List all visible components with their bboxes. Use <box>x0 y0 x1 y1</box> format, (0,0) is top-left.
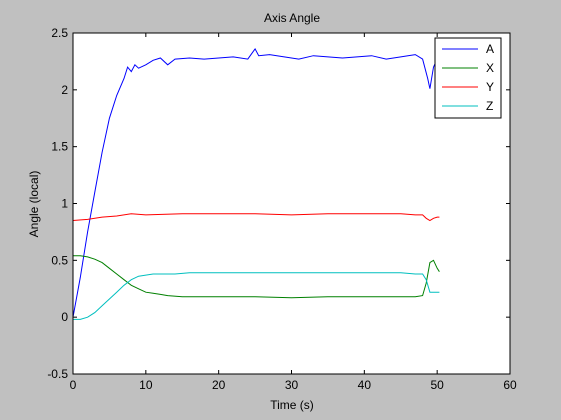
y-tick-label: -0.5 <box>47 367 68 381</box>
x-tick-label: 20 <box>212 378 226 392</box>
y-tick-label: 1 <box>61 197 68 211</box>
series-line-a <box>72 47 440 318</box>
series-line-x <box>73 255 440 299</box>
series-line-y <box>72 213 440 222</box>
chart-title: Axis Angle <box>264 11 320 25</box>
y-tick-label: 1.5 <box>51 140 68 154</box>
x-tick-label: 0 <box>70 378 77 392</box>
x-tick-label: 30 <box>285 378 299 392</box>
x-tick-label: 50 <box>430 378 444 392</box>
legend-label-z: Z <box>486 99 493 113</box>
legend-label-a: A <box>486 42 494 56</box>
legend-label-y: Y <box>486 80 494 94</box>
y-tick-label: 0.5 <box>51 253 68 267</box>
legend-label-x: X <box>486 61 494 75</box>
y-tick-label: 2 <box>61 83 68 97</box>
y-axis-label: Angle (local) <box>27 171 41 238</box>
x-axis-label: Time (s) <box>270 398 314 412</box>
x-tick-label: 10 <box>139 378 153 392</box>
y-tick-label: 0 <box>61 310 68 324</box>
y-tick-label: 2.5 <box>51 26 68 40</box>
series-line-z <box>73 272 440 320</box>
series-layer <box>72 47 440 320</box>
legend-box <box>434 37 502 119</box>
x-tick-label: 60 <box>503 378 517 392</box>
tick-layer: 0 10 20 30 40 50 60-0.500.511.522.5 <box>47 26 517 392</box>
x-tick-label: 40 <box>358 378 372 392</box>
